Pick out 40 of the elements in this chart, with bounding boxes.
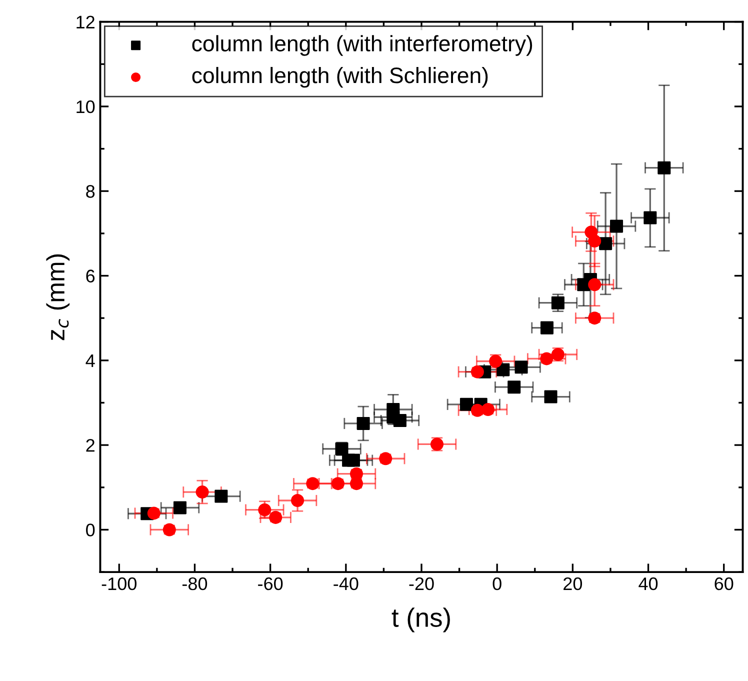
y-axis-title: z$_{c}$ (mm) — [46, 254, 70, 340]
point — [644, 211, 657, 224]
y-tick-label: 8 — [86, 185, 95, 198]
point — [356, 416, 370, 430]
point — [346, 454, 360, 467]
point — [540, 321, 554, 334]
y-tick-label: 6 — [86, 270, 95, 282]
point — [544, 390, 558, 404]
point — [196, 486, 209, 499]
legend-label: column length (with interferometry) — [192, 35, 532, 56]
legend-label: column length (with Schlieren) — [192, 66, 488, 88]
point — [173, 501, 186, 514]
x-tick-label: -80 — [182, 577, 208, 590]
point — [610, 220, 624, 233]
x-tick-label: -100 — [102, 577, 136, 590]
y-tick-label: 0 — [86, 524, 95, 536]
point — [393, 414, 406, 428]
y-tick-label: 12 — [76, 16, 94, 28]
point — [291, 494, 304, 508]
point — [508, 380, 521, 394]
x-tick-label: 40 — [638, 577, 658, 590]
y-tick-label: 2 — [86, 438, 94, 452]
x-tick-label: -60 — [258, 577, 283, 590]
x-axis-title: t (ns) — [392, 608, 450, 632]
y-tick-label: 10 — [76, 100, 95, 114]
point — [514, 360, 528, 374]
point — [588, 234, 602, 248]
x-tick-label: 0 — [492, 577, 502, 590]
x-tick-label: -20 — [409, 577, 434, 590]
x-tick-label: 60 — [714, 577, 734, 590]
point — [258, 503, 272, 516]
x-tick-label: -40 — [334, 577, 358, 590]
point — [460, 398, 473, 411]
x-tick-label: 20 — [564, 577, 582, 590]
point — [599, 237, 612, 250]
y-tick-label: 4 — [86, 354, 95, 367]
point — [551, 296, 564, 310]
point — [214, 490, 228, 503]
point — [588, 278, 602, 292]
point — [658, 161, 671, 174]
